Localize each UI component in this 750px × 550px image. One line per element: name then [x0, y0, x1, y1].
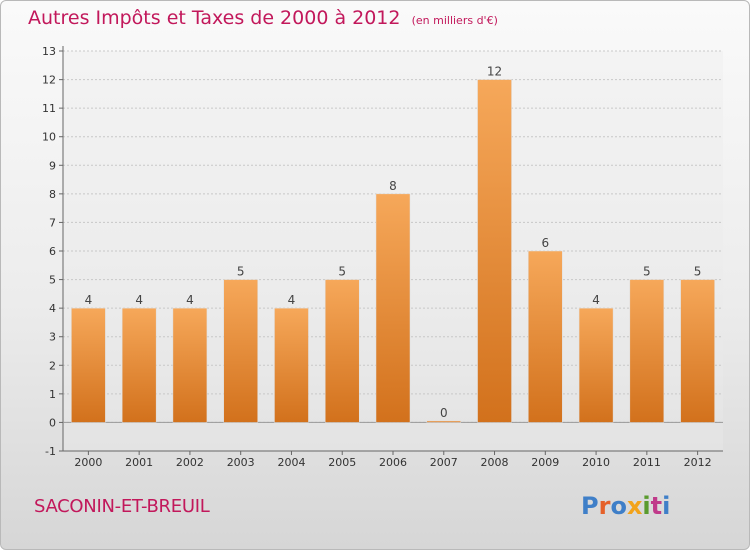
bar [477, 79, 512, 423]
x-tick-label: 2007 [430, 456, 458, 469]
place-name: SACONIN-ET-BREUIL [34, 496, 210, 517]
bar [528, 250, 563, 423]
y-tick-label: 10 [42, 131, 56, 144]
data-label: 5 [643, 265, 651, 279]
y-tick-label: 12 [42, 74, 56, 87]
x-tick-label: 2000 [74, 456, 102, 469]
bar [324, 279, 360, 423]
y-tick-label: 6 [49, 245, 56, 258]
x-tick-label: 2011 [633, 456, 661, 469]
y-tick-label: 2 [49, 359, 56, 372]
proxiti-logo: Proxiti [581, 492, 670, 520]
data-label: 5 [694, 265, 702, 279]
logo-letter: o [610, 492, 627, 520]
x-tick-label: 2003 [227, 456, 255, 469]
logo-letter: i [642, 492, 651, 520]
y-tick-label: 3 [49, 331, 56, 344]
data-label: 5 [237, 265, 245, 279]
data-label: 4 [85, 293, 93, 307]
logo-letter: i [662, 492, 671, 520]
bar [426, 420, 462, 423]
y-tick-label: -1 [45, 445, 56, 458]
x-tick-label: 2012 [684, 456, 712, 469]
y-tick-label: 5 [49, 274, 56, 287]
data-label: 4 [592, 293, 600, 307]
data-label: 4 [186, 293, 194, 307]
y-tick-label: 0 [49, 416, 56, 429]
y-tick-label: 1 [49, 388, 56, 401]
bar [172, 307, 208, 423]
y-tick-label: 13 [42, 45, 56, 58]
chart-title-group: Autres Impôts et Taxes de 2000 à 2012 (e… [28, 7, 498, 29]
bar [578, 307, 614, 423]
data-label: 4 [135, 293, 143, 307]
logo-letter: P [581, 492, 599, 520]
data-label: 6 [541, 236, 549, 250]
x-tick-label: 2002 [176, 456, 204, 469]
bar [680, 279, 715, 423]
data-label: 5 [338, 265, 346, 279]
data-label: 4 [288, 293, 296, 307]
logo-letter: r [598, 492, 611, 520]
x-tick-label: 2009 [531, 456, 559, 469]
data-label: 8 [389, 179, 397, 193]
bar [121, 307, 157, 423]
data-label: 0 [440, 406, 448, 420]
y-tick-label: 4 [49, 302, 56, 315]
bar [375, 193, 411, 423]
bar [629, 279, 665, 423]
y-tick-label: 9 [49, 159, 56, 172]
logo-letter: x [626, 492, 643, 520]
bar [71, 307, 106, 423]
chart-subtitle: (en milliers d'€) [411, 14, 498, 27]
y-tick-label: 7 [49, 216, 56, 229]
x-tick-label: 2008 [481, 456, 509, 469]
x-tick-label: 2010 [582, 456, 610, 469]
y-tick-label: 11 [42, 102, 56, 115]
y-tick-label: 8 [49, 188, 56, 201]
x-tick-label: 2001 [125, 456, 153, 469]
bar [223, 279, 258, 423]
logo-letter: t [650, 492, 663, 520]
data-label: 12 [487, 65, 502, 79]
bar [274, 307, 309, 423]
x-tick-label: 2006 [379, 456, 407, 469]
chart-title: Autres Impôts et Taxes de 2000 à 2012 [28, 7, 401, 29]
x-tick-label: 2004 [277, 456, 305, 469]
x-tick-label: 2005 [328, 456, 356, 469]
